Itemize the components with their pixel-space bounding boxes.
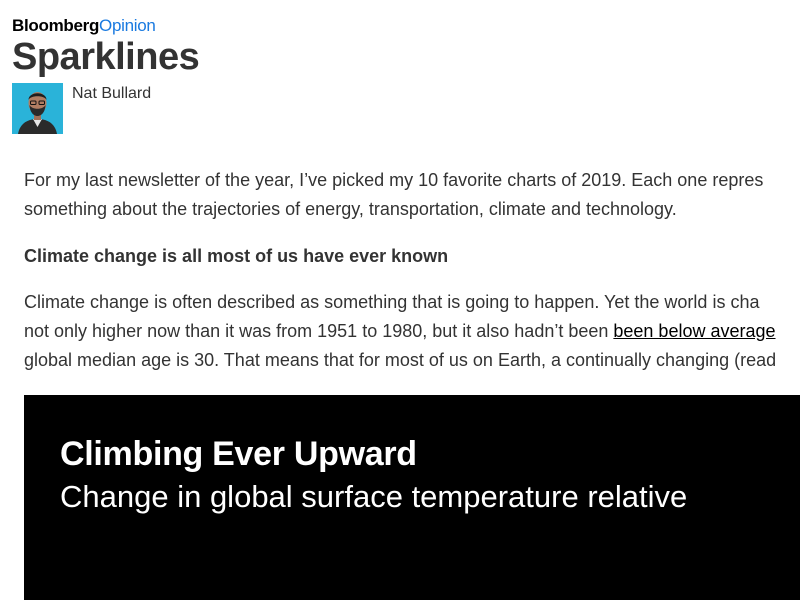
climate-line-3: global median age is 30. That means that… xyxy=(24,350,777,370)
climate-paragraph: Climate change is often described as som… xyxy=(24,288,800,375)
intro-line-1: For my last newsletter of the year, I’ve… xyxy=(24,170,764,190)
chart-title: Climbing Ever Upward xyxy=(60,435,417,473)
climate-line-1: Climate change is often described as som… xyxy=(24,292,760,312)
chart-panel: Climbing Ever Upward Change in global su… xyxy=(24,395,800,600)
below-average-link[interactable]: been below average xyxy=(613,321,776,341)
section-name: Opinion xyxy=(99,16,156,35)
intro-paragraph: For my last newsletter of the year, I’ve… xyxy=(24,166,800,224)
section-heading: Climate change is all most of us have ev… xyxy=(24,246,449,266)
intro-line-2: something about the trajectories of ener… xyxy=(24,199,677,219)
chart-subtitle: Change in global surface temperature rel… xyxy=(60,479,688,514)
masthead-logo[interactable]: BloombergOpinion xyxy=(12,16,156,36)
page-title: Sparklines xyxy=(12,36,200,78)
person-icon xyxy=(12,83,63,134)
brand-name: Bloomberg xyxy=(12,16,100,35)
article-body: For my last newsletter of the year, I’ve… xyxy=(24,166,800,375)
author-name[interactable]: Nat Bullard xyxy=(72,85,152,102)
author-avatar[interactable] xyxy=(12,83,63,134)
climate-line-2: not only higher now than it was from 195… xyxy=(24,321,614,341)
